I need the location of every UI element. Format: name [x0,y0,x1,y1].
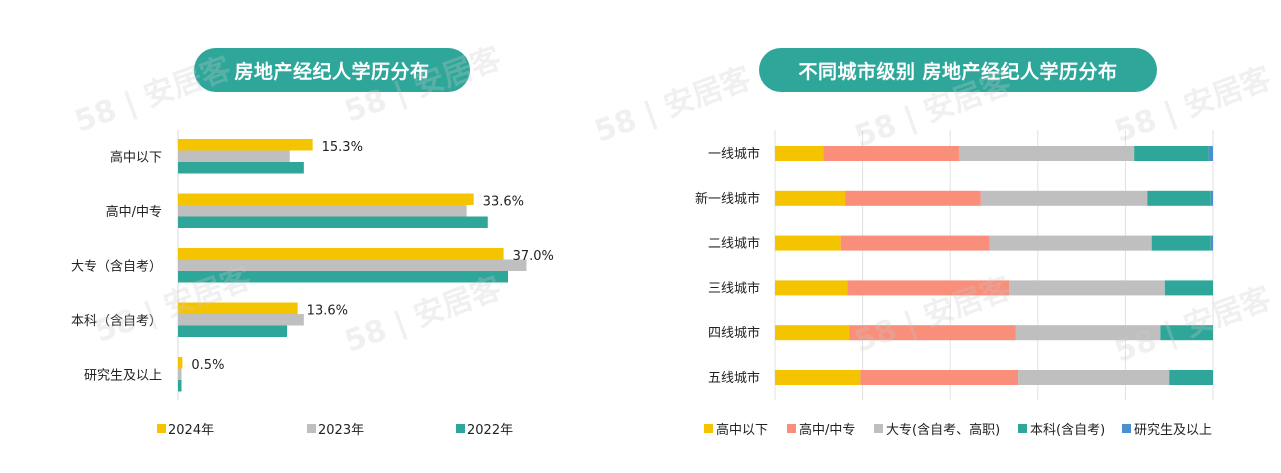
category-label: 高中以下 [110,149,162,165]
legend-swatch-2022年 [456,424,465,433]
bar-本科(含自考)-五线城市 [1169,370,1213,385]
bar-2024年-大专（含自考） [178,248,504,260]
bar-本科(含自考)-新一线城市 [1147,190,1211,206]
bar-大专(含自考、高职)-三线城市 [1009,280,1165,296]
bar-大专(含自考、高职)-四线城市 [1015,325,1161,341]
data-label: 15.3% [322,140,363,155]
bar-高中以下-三线城市 [775,280,848,296]
category-label: 大专（含自考） [71,258,162,274]
bar-高中以下-一线城市 [775,146,824,161]
legend-swatch-本科(含自考) [1018,424,1027,433]
bar-2024年-高中以下 [178,139,313,151]
bar-本科(含自考)-四线城市 [1160,325,1213,341]
bar-本科(含自考)-二线城市 [1151,235,1211,251]
bar-2024年-研究生及以上 [178,357,183,369]
bar-2022年-研究生及以上 [178,380,182,392]
bar-高中/中专-四线城市 [849,325,1016,341]
category-label: 本科（含自考） [71,313,162,329]
bar-2023年-本科（含自考） [178,314,304,326]
category-label: 一线城市 [708,146,760,162]
category-label: 新一线城市 [695,191,760,207]
category-label: 高中/中专 [106,204,162,220]
legend-label: 高中以下 [716,422,768,438]
bar-研究生及以上-二线城市 [1210,235,1213,251]
bar-高中以下-五线城市 [775,370,861,385]
legend-swatch-2024年 [157,424,166,433]
bar-2022年-高中以下 [178,162,304,174]
bar-高中/中专-一线城市 [823,146,959,161]
bar-2024年-高中/中专 [178,193,474,205]
bar-2023年-高中/中专 [178,205,467,217]
category-label: 二线城市 [708,236,760,252]
legend-swatch-高中/中专 [787,424,796,433]
legend-label: 大专(含自考、高职) [886,422,1000,438]
legend-label: 高中/中专 [799,422,855,438]
bar-高中以下-二线城市 [775,235,841,251]
bar-大专(含自考、高职)-新一线城市 [980,190,1148,206]
right-chart-panel: 不同城市级别 房地产经纪人学历分布 一线城市新一线城市二线城市三线城市四线城市五… [640,0,1281,473]
bar-2023年-高中以下 [178,150,290,162]
bar-高中以下-新一线城市 [775,190,846,206]
education-distribution-chart: 高中以下 15.3% 高中/中专 33.6% 大专（含自考） 37.0% 本科（含自考） 13… [71,130,554,438]
bar-2023年-研究生及以上 [178,368,182,380]
bar-本科(含自考)-三线城市 [1164,280,1213,296]
bar-大专(含自考、高职)-五线城市 [1018,370,1170,385]
category-label: 研究生及以上 [84,368,162,383]
legend-swatch-大专(含自考、高职) [874,424,883,433]
bar-研究生及以上-一线城市 [1208,146,1213,161]
bar-大专(含自考、高职)-二线城市 [989,235,1152,251]
legend-label: 本科(含自考) [1030,422,1105,438]
bar-高中/中专-二线城市 [840,235,990,251]
bar-高中/中专-三线城市 [847,280,1010,296]
chart-title-left: 房地产经纪人学历分布 [194,48,470,92]
bar-2022年-大专（含自考） [178,271,508,283]
legend-swatch-2023年 [307,424,316,433]
data-label: 37.0% [513,249,554,264]
data-label: 33.6% [483,195,524,210]
left-chart-panel: 房地产经纪人学历分布 高中以下 15.3% 高中/中专 33.6% 大专（含自考） 37.… [0,0,640,473]
bar-高中以下-四线城市 [775,325,850,341]
legend-swatch-高中以下 [704,424,713,433]
legend-label: 2022年 [467,423,513,438]
legend-label: 2023年 [318,423,364,438]
bar-高中/中专-五线城市 [860,370,1019,385]
legend-swatch-研究生及以上 [1122,424,1131,433]
legend-label: 2024年 [168,423,214,438]
bar-2023年-大专（含自考） [178,259,527,271]
bar-本科(含自考)-一线城市 [1134,146,1209,161]
data-label: 0.5% [191,358,224,373]
bar-2024年-本科（含自考） [178,302,298,314]
bar-2022年-高中/中专 [178,216,488,228]
bar-研究生及以上-新一线城市 [1210,190,1213,206]
chart-title-right: 不同城市级别 房地产经纪人学历分布 [759,48,1157,92]
category-label: 三线城市 [708,280,760,296]
category-label: 四线城市 [708,325,760,341]
category-label: 五线城市 [708,370,760,386]
bar-大专(含自考、高职)-一线城市 [958,146,1135,161]
bar-高中/中专-新一线城市 [845,190,981,206]
data-label: 13.6% [307,304,348,319]
legend-label: 研究生及以上 [1134,423,1212,438]
bar-2022年-本科（含自考） [178,325,288,337]
